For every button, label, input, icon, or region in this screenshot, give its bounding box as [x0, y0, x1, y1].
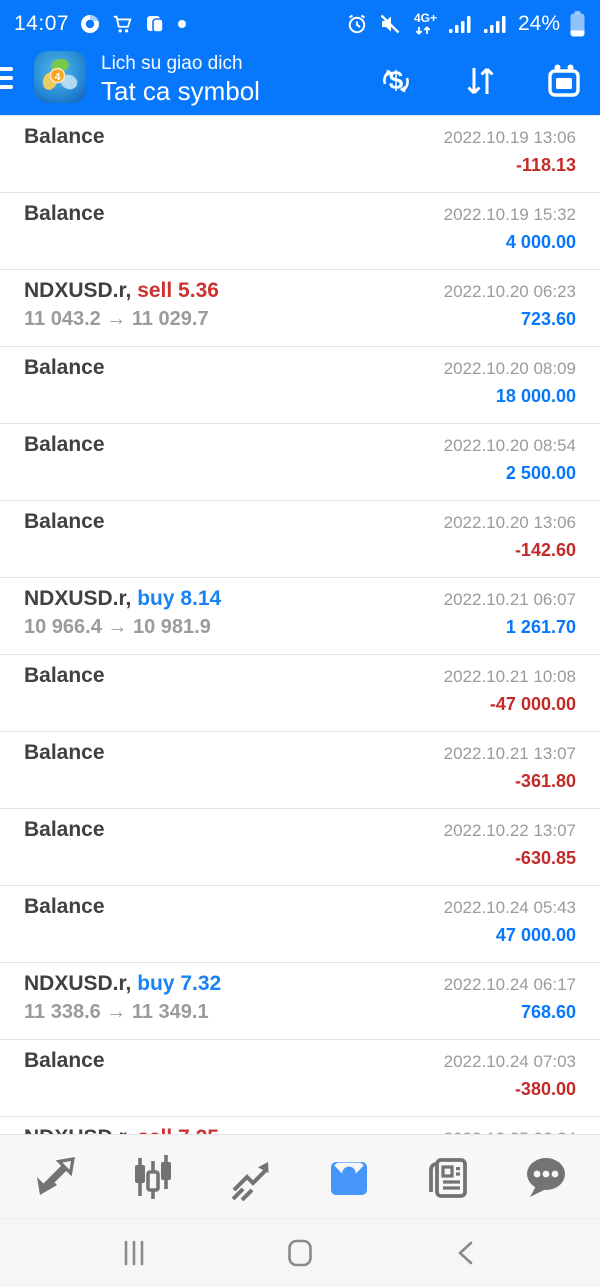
trade-prices: 10 966.4 → 10 981.9 [24, 616, 211, 638]
history-row[interactable]: NDXUSD.r, sell 5.36 11 043.2 → 11 029.7 … [0, 270, 600, 347]
history-row[interactable]: NDXUSD.r, buy 7.32 11 338.6 → 11 349.1 2… [0, 963, 600, 1040]
history-row[interactable]: Balance 2022.10.24 07:03 -380.00 [0, 1040, 600, 1117]
signal-icon [448, 12, 474, 36]
history-row[interactable]: Balance 2022.10.20 08:09 18 000.00 [0, 347, 600, 424]
bottom-nav-bar [0, 1134, 600, 1218]
status-bar: 14:07 4G+ [0, 0, 600, 47]
sort-icon[interactable] [462, 63, 498, 99]
row-datetime: 2022.10.20 13:06 [443, 513, 576, 532]
row-datetime: 2022.10.25 06:24 [444, 1129, 576, 1134]
history-icon[interactable] [323, 1151, 375, 1203]
row-title: Balance [24, 818, 105, 841]
system-nav-bar [0, 1218, 600, 1287]
row-value: 2 500.00 [505, 463, 576, 483]
row-title: Balance [24, 741, 105, 764]
history-row[interactable]: Balance 2022.10.19 13:06 -118.13 [0, 116, 600, 193]
row-title: Balance [24, 895, 105, 918]
calendar-icon[interactable] [546, 63, 582, 99]
svg-text:4G+: 4G+ [414, 11, 437, 25]
history-row[interactable]: NDXUSD.r, buy 8.14 10 966.4 → 10 981.9 2… [0, 578, 600, 655]
row-value: -380.00 [514, 1079, 576, 1099]
row-title: NDXUSD.r, sell 5.36 [24, 279, 219, 302]
quotes-icon[interactable] [29, 1151, 81, 1203]
alarm-icon [345, 12, 369, 36]
row-title: Balance [24, 125, 105, 148]
svg-text:4: 4 [55, 71, 61, 83]
row-value: -142.60 [514, 540, 576, 560]
row-datetime: 2022.10.20 06:23 [443, 282, 576, 301]
row-value: 723.60 [520, 309, 576, 329]
row-datetime: 2022.10.24 06:17 [443, 975, 576, 994]
menu-icon[interactable] [0, 67, 13, 89]
row-value: -47 000.00 [489, 694, 576, 714]
row-title: NDXUSD.r, buy 7.32 [24, 972, 222, 995]
app-bar: 4 Lich su giao dich Tat ca symbol $ [0, 47, 600, 115]
history-row[interactable]: Balance 2022.10.20 08:54 2 500.00 [0, 424, 600, 501]
row-datetime: 2022.10.19 13:06 [443, 128, 576, 147]
mute-icon [378, 12, 402, 36]
trade-prices: 11 338.6 → 11 349.1 [24, 1001, 209, 1023]
row-title: Balance [24, 433, 105, 456]
battery-percent: 24% [517, 11, 560, 35]
symbol-filter-label[interactable]: Tat ca symbol [101, 75, 260, 106]
row-datetime: 2022.10.24 07:03 [443, 1052, 576, 1071]
mt4-app-icon: 4 [33, 50, 87, 104]
row-title: Balance [24, 510, 105, 533]
trade-icon[interactable] [225, 1151, 277, 1203]
recents-button[interactable] [112, 1231, 156, 1275]
row-title: NDXUSD.r, buy 8.14 [24, 587, 222, 610]
history-row[interactable]: Balance 2022.10.19 15:32 4 000.00 [0, 193, 600, 270]
row-title: Balance [24, 664, 105, 687]
news-icon[interactable] [421, 1151, 473, 1203]
back-button[interactable] [444, 1231, 488, 1275]
charts-icon[interactable] [127, 1151, 179, 1203]
row-datetime: 2022.10.19 15:32 [443, 205, 576, 224]
row-title: Balance [24, 356, 105, 379]
row-datetime: 2022.10.20 08:54 [443, 436, 576, 455]
row-datetime: 2022.10.21 06:07 [443, 590, 576, 609]
row-value: 1 261.70 [505, 617, 576, 637]
history-row[interactable]: Balance 2022.10.22 13:07 -630.85 [0, 809, 600, 886]
row-datetime: 2022.10.20 08:09 [443, 359, 576, 378]
status-time: 14:07 [14, 11, 70, 35]
row-title: NDXUSD.r, sell 7.25 [24, 1126, 219, 1134]
chrome-icon [79, 13, 101, 35]
messages-icon[interactable] [519, 1151, 571, 1203]
history-row[interactable]: Balance 2022.10.20 13:06 -142.60 [0, 501, 600, 578]
row-datetime: 2022.10.24 05:43 [443, 898, 576, 917]
history-row[interactable]: NDXUSD.r, sell 7.25 2022.10.25 06:24 [0, 1117, 600, 1134]
history-list[interactable]: Balance 2022.10.19 13:06 -118.13 Balance… [0, 115, 600, 1134]
row-title: Balance [24, 202, 105, 225]
row-value: -118.13 [515, 155, 576, 175]
history-row[interactable]: Balance 2022.10.21 13:07 -361.80 [0, 732, 600, 809]
notification-dot [177, 19, 187, 29]
row-value: -361.80 [514, 771, 576, 791]
currency-exchange-icon[interactable]: $ [378, 63, 414, 99]
signal-icon [483, 12, 509, 36]
row-datetime: 2022.10.22 13:07 [443, 821, 576, 840]
history-row[interactable]: Balance 2022.10.21 10:08 -47 000.00 [0, 655, 600, 732]
row-datetime: 2022.10.21 13:07 [443, 744, 576, 763]
svg-text:$: $ [389, 65, 404, 95]
page-title: Lich su giao dich [101, 53, 243, 74]
cart-icon [111, 13, 133, 35]
row-title: Balance [24, 1049, 105, 1072]
overlapping-windows-icon [143, 12, 167, 36]
battery-icon [569, 10, 586, 38]
history-row[interactable]: Balance 2022.10.24 05:43 47 000.00 [0, 886, 600, 963]
row-value: 768.60 [520, 1002, 576, 1022]
row-datetime: 2022.10.21 10:08 [443, 667, 576, 686]
row-value: 47 000.00 [495, 925, 576, 945]
row-value: 4 000.00 [505, 232, 576, 252]
row-value: -630.85 [514, 848, 576, 868]
row-value: 18 000.00 [495, 386, 576, 406]
trade-prices: 11 043.2 → 11 029.7 [24, 308, 209, 330]
home-button[interactable] [278, 1231, 322, 1275]
network-4g-icon: 4G+ [411, 9, 439, 39]
